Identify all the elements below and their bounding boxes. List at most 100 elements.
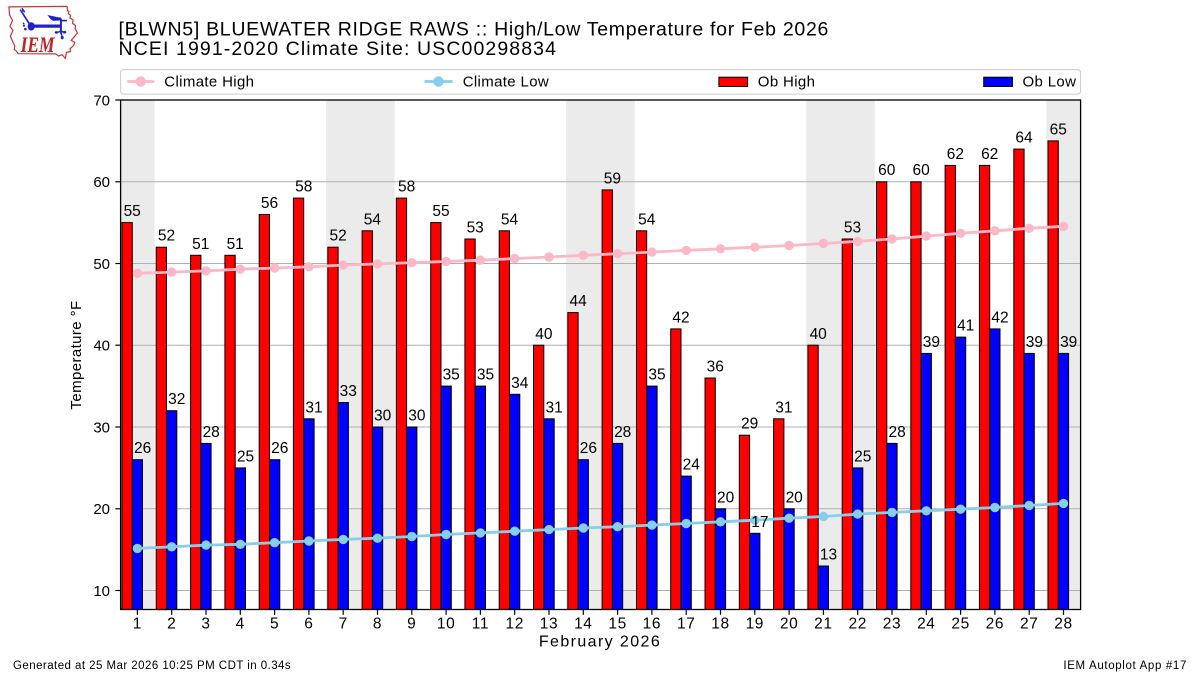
- svg-text:Generated at 25 Mar 2026 10:25: Generated at 25 Mar 2026 10:25 PM CDT in…: [13, 660, 291, 672]
- svg-text:55: 55: [432, 203, 449, 220]
- svg-text:Climate High: Climate High: [164, 73, 254, 90]
- svg-text:18: 18: [711, 616, 729, 633]
- svg-text:31: 31: [775, 399, 792, 416]
- svg-text:56: 56: [261, 195, 278, 212]
- svg-text:33: 33: [340, 383, 357, 400]
- svg-text:10: 10: [93, 583, 110, 600]
- svg-text:4: 4: [236, 616, 245, 633]
- svg-text:IEM: IEM: [20, 32, 56, 57]
- svg-text:60: 60: [912, 162, 930, 179]
- svg-text:17: 17: [677, 616, 695, 633]
- svg-text:31: 31: [305, 399, 322, 416]
- svg-text:40: 40: [93, 338, 110, 355]
- svg-text:42: 42: [991, 309, 1008, 326]
- svg-text:13: 13: [820, 547, 837, 564]
- svg-text:11: 11: [472, 616, 489, 633]
- svg-text:30: 30: [93, 419, 110, 436]
- svg-text:1: 1: [133, 616, 142, 633]
- svg-text:30: 30: [374, 408, 392, 425]
- svg-text:5: 5: [270, 616, 279, 633]
- svg-text:Temperature °F: Temperature °F: [68, 300, 85, 409]
- svg-text:6: 6: [304, 616, 313, 633]
- svg-text:70: 70: [93, 92, 110, 109]
- svg-text:16: 16: [643, 616, 661, 633]
- svg-text:28: 28: [1054, 616, 1072, 633]
- svg-text:35: 35: [443, 367, 460, 384]
- svg-text:9: 9: [407, 616, 416, 633]
- svg-text:25: 25: [237, 448, 254, 465]
- svg-text:31: 31: [545, 399, 562, 416]
- svg-text:12: 12: [505, 616, 523, 633]
- svg-text:62: 62: [947, 146, 964, 163]
- svg-text:21: 21: [814, 616, 832, 633]
- svg-text:44: 44: [569, 293, 587, 310]
- svg-text:40: 40: [810, 326, 828, 343]
- svg-text:62: 62: [981, 146, 998, 163]
- svg-text:26: 26: [134, 440, 151, 457]
- svg-text:26: 26: [580, 440, 597, 457]
- svg-text:65: 65: [1050, 121, 1067, 138]
- svg-text:Ob High: Ob High: [758, 73, 815, 90]
- svg-text:23: 23: [883, 616, 901, 633]
- svg-text:28: 28: [614, 424, 631, 441]
- svg-text:NCEI 1991-2020 Climate Site: U: NCEI 1991-2020 Climate Site: USC00298834: [119, 38, 558, 60]
- svg-text:19: 19: [746, 616, 764, 633]
- svg-text:25: 25: [854, 448, 871, 465]
- svg-text:10: 10: [437, 616, 455, 633]
- svg-text:39: 39: [1060, 334, 1077, 351]
- svg-text:26: 26: [986, 616, 1004, 633]
- svg-text:58: 58: [398, 179, 415, 196]
- svg-text:52: 52: [329, 228, 346, 245]
- svg-text:26: 26: [271, 440, 288, 457]
- svg-text:60: 60: [93, 174, 110, 191]
- svg-text:51: 51: [192, 236, 209, 253]
- svg-text:20: 20: [780, 616, 798, 633]
- svg-text:53: 53: [844, 220, 861, 237]
- svg-text:IEM Autoplot App #17: IEM Autoplot App #17: [1063, 660, 1187, 672]
- svg-text:55: 55: [124, 203, 141, 220]
- svg-text:February 2026: February 2026: [539, 634, 661, 651]
- svg-text:20: 20: [786, 489, 804, 506]
- svg-text:24: 24: [683, 457, 701, 474]
- svg-text:53: 53: [467, 220, 484, 237]
- svg-text:20: 20: [93, 501, 110, 518]
- svg-text:32: 32: [168, 391, 185, 408]
- svg-text:41: 41: [957, 318, 974, 335]
- svg-text:54: 54: [364, 211, 382, 228]
- svg-text:40: 40: [535, 326, 553, 343]
- svg-text:15: 15: [608, 616, 626, 633]
- svg-text:54: 54: [501, 211, 519, 228]
- svg-text:25: 25: [951, 616, 969, 633]
- svg-text:36: 36: [707, 359, 724, 376]
- svg-text:Climate Low: Climate Low: [463, 73, 549, 90]
- svg-text:30: 30: [408, 408, 426, 425]
- svg-text:24: 24: [917, 616, 935, 633]
- svg-text:59: 59: [604, 170, 621, 187]
- svg-text:20: 20: [717, 489, 735, 506]
- svg-text:[BLWN5] BLUEWATER RIDGE RAWS :: [BLWN5] BLUEWATER RIDGE RAWS :: High/Low…: [119, 19, 830, 41]
- svg-text:Ob Low: Ob Low: [1023, 73, 1077, 90]
- svg-text:39: 39: [1026, 334, 1043, 351]
- svg-text:13: 13: [540, 616, 558, 633]
- svg-text:50: 50: [93, 256, 110, 273]
- svg-text:3: 3: [201, 616, 210, 633]
- svg-text:42: 42: [672, 309, 689, 326]
- svg-text:54: 54: [638, 211, 656, 228]
- svg-text:8: 8: [373, 616, 382, 633]
- svg-text:27: 27: [1020, 616, 1038, 633]
- svg-text:58: 58: [295, 179, 312, 196]
- svg-text:60: 60: [878, 162, 896, 179]
- svg-text:14: 14: [574, 616, 592, 633]
- svg-text:28: 28: [203, 424, 220, 441]
- svg-text:22: 22: [848, 616, 866, 633]
- svg-text:2: 2: [167, 616, 176, 633]
- svg-text:64: 64: [1015, 130, 1033, 147]
- svg-text:34: 34: [511, 375, 529, 392]
- svg-text:35: 35: [477, 367, 494, 384]
- svg-text:51: 51: [227, 236, 244, 253]
- svg-text:35: 35: [648, 367, 665, 384]
- svg-text:28: 28: [888, 424, 905, 441]
- svg-text:7: 7: [339, 616, 348, 633]
- svg-text:17: 17: [751, 514, 768, 531]
- svg-text:29: 29: [741, 416, 758, 433]
